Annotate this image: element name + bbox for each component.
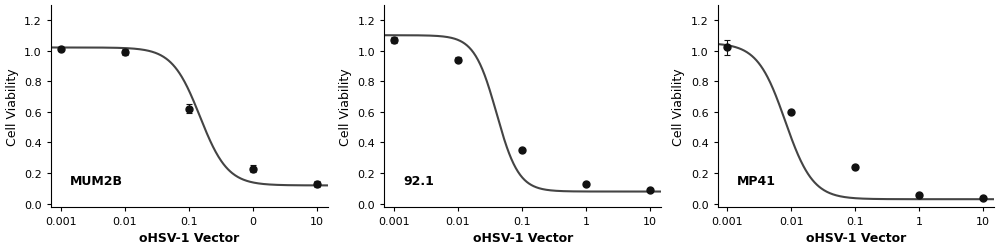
- Y-axis label: Cell Viability: Cell Viability: [6, 68, 19, 145]
- Text: MP41: MP41: [737, 174, 776, 187]
- X-axis label: oHSV-1 Vector: oHSV-1 Vector: [139, 232, 239, 244]
- Y-axis label: Cell Viability: Cell Viability: [339, 68, 352, 145]
- Y-axis label: Cell Viability: Cell Viability: [672, 68, 685, 145]
- Text: 92.1: 92.1: [404, 174, 434, 187]
- Text: MUM2B: MUM2B: [70, 174, 123, 187]
- X-axis label: oHSV-1 Vector: oHSV-1 Vector: [473, 232, 573, 244]
- X-axis label: oHSV-1 Vector: oHSV-1 Vector: [806, 232, 906, 244]
